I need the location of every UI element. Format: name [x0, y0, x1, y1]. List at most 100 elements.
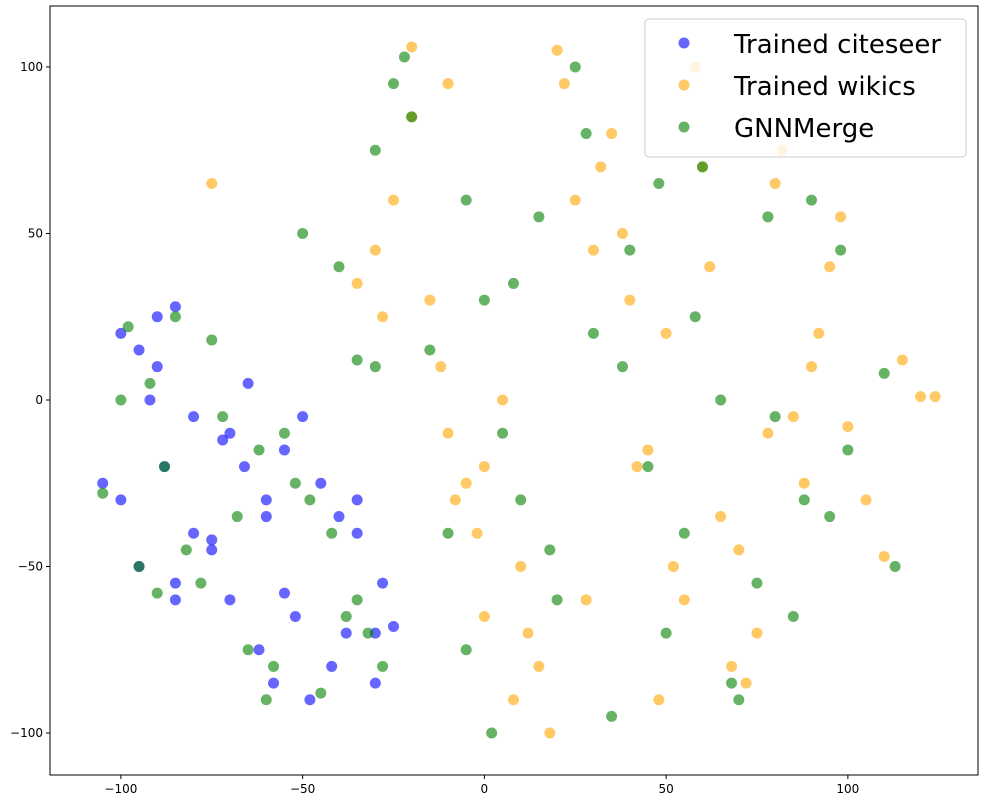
- scatter-point: [315, 687, 327, 699]
- scatter-point: [351, 277, 363, 289]
- scatter-point: [169, 577, 181, 589]
- scatter-point: [268, 660, 280, 672]
- scatter-point: [478, 461, 490, 473]
- scatter-point: [798, 477, 810, 489]
- y-tick-label: 50: [28, 226, 43, 240]
- y-tick-label: 0: [35, 393, 43, 407]
- legend-label: Trained citeseer: [733, 30, 941, 60]
- scatter-point: [133, 561, 145, 573]
- legend-label: Trained wikics: [733, 72, 916, 102]
- scatter-point: [569, 61, 581, 73]
- scatter-point: [595, 161, 607, 173]
- scatter-point: [340, 610, 352, 622]
- scatter-point: [369, 361, 381, 373]
- scatter-point: [326, 660, 338, 672]
- scatter-point: [289, 610, 301, 622]
- scatter-point: [144, 377, 156, 389]
- scatter-point: [260, 511, 272, 523]
- scatter-point: [813, 327, 825, 339]
- scatter-point: [169, 311, 181, 323]
- scatter-point: [122, 321, 134, 333]
- scatter-point: [206, 534, 218, 546]
- scatter-point: [180, 544, 192, 556]
- scatter-point: [842, 421, 854, 433]
- scatter-point: [733, 544, 745, 556]
- x-tick-label: 50: [658, 782, 673, 796]
- scatter-point: [424, 344, 436, 356]
- scatter-point: [442, 78, 454, 90]
- scatter-point: [206, 178, 218, 190]
- scatter-point: [369, 144, 381, 156]
- x-tick-label: 0: [481, 782, 489, 796]
- scatter-point: [460, 477, 472, 489]
- scatter-point: [740, 677, 752, 689]
- scatter-point: [533, 660, 545, 672]
- scatter-point: [351, 527, 363, 539]
- scatter-point: [435, 361, 447, 373]
- scatter-point: [642, 461, 654, 473]
- scatter-point: [798, 494, 810, 506]
- scatter-point: [377, 660, 389, 672]
- scatter-point: [449, 494, 461, 506]
- scatter-point: [388, 78, 400, 90]
- y-tick-label: −50: [18, 560, 43, 574]
- scatter-point: [478, 294, 490, 306]
- scatter-point: [377, 311, 389, 323]
- scatter-point: [224, 594, 236, 606]
- scatter-point: [587, 327, 599, 339]
- scatter-point: [97, 477, 109, 489]
- scatter-point: [551, 44, 563, 56]
- scatter-point: [787, 610, 799, 622]
- scatter-point: [260, 694, 272, 706]
- scatter-point: [558, 78, 570, 90]
- legend-marker: [678, 121, 690, 133]
- scatter-point: [297, 227, 309, 239]
- scatter-point: [151, 361, 163, 373]
- scatter-point: [631, 461, 643, 473]
- legend-marker: [678, 79, 690, 91]
- scatter-point: [231, 511, 243, 523]
- scatter-point: [660, 327, 672, 339]
- scatter-point: [238, 461, 250, 473]
- scatter-point: [151, 587, 163, 599]
- scatter-point: [144, 394, 156, 406]
- scatter-point: [471, 527, 483, 539]
- scatter-point: [242, 377, 254, 389]
- scatter-point: [715, 394, 727, 406]
- scatter-point: [617, 361, 629, 373]
- scatter-point: [678, 527, 690, 539]
- scatter-point: [507, 694, 519, 706]
- legend-label: GNNMerge: [734, 114, 874, 144]
- scatter-point: [580, 594, 592, 606]
- scatter-point: [351, 594, 363, 606]
- scatter-point: [388, 194, 400, 206]
- scatter-point: [217, 434, 229, 446]
- scatter-point: [278, 427, 290, 439]
- scatter-point: [133, 344, 145, 356]
- scatter-point: [878, 551, 890, 563]
- scatter-point: [617, 227, 629, 239]
- scatter-point: [351, 494, 363, 506]
- scatter-point: [169, 301, 181, 313]
- scatter-point: [533, 211, 545, 223]
- scatter-point: [544, 727, 556, 739]
- scatter-point: [915, 391, 927, 403]
- scatter-point: [704, 261, 716, 273]
- scatter-point: [544, 544, 556, 556]
- scatter-point: [824, 261, 836, 273]
- scatter-point: [315, 477, 327, 489]
- scatter-point: [304, 494, 316, 506]
- scatter-point: [824, 511, 836, 523]
- scatter-point: [326, 527, 338, 539]
- scatter-point: [377, 577, 389, 589]
- scatter-point: [442, 527, 454, 539]
- scatter-point: [406, 111, 418, 123]
- scatter-point: [769, 178, 781, 190]
- scatter-point: [304, 694, 316, 706]
- scatter-point: [115, 394, 127, 406]
- scatter-point: [497, 427, 509, 439]
- scatter-point: [842, 444, 854, 456]
- scatter-point: [188, 411, 200, 423]
- scatter-point: [642, 444, 654, 456]
